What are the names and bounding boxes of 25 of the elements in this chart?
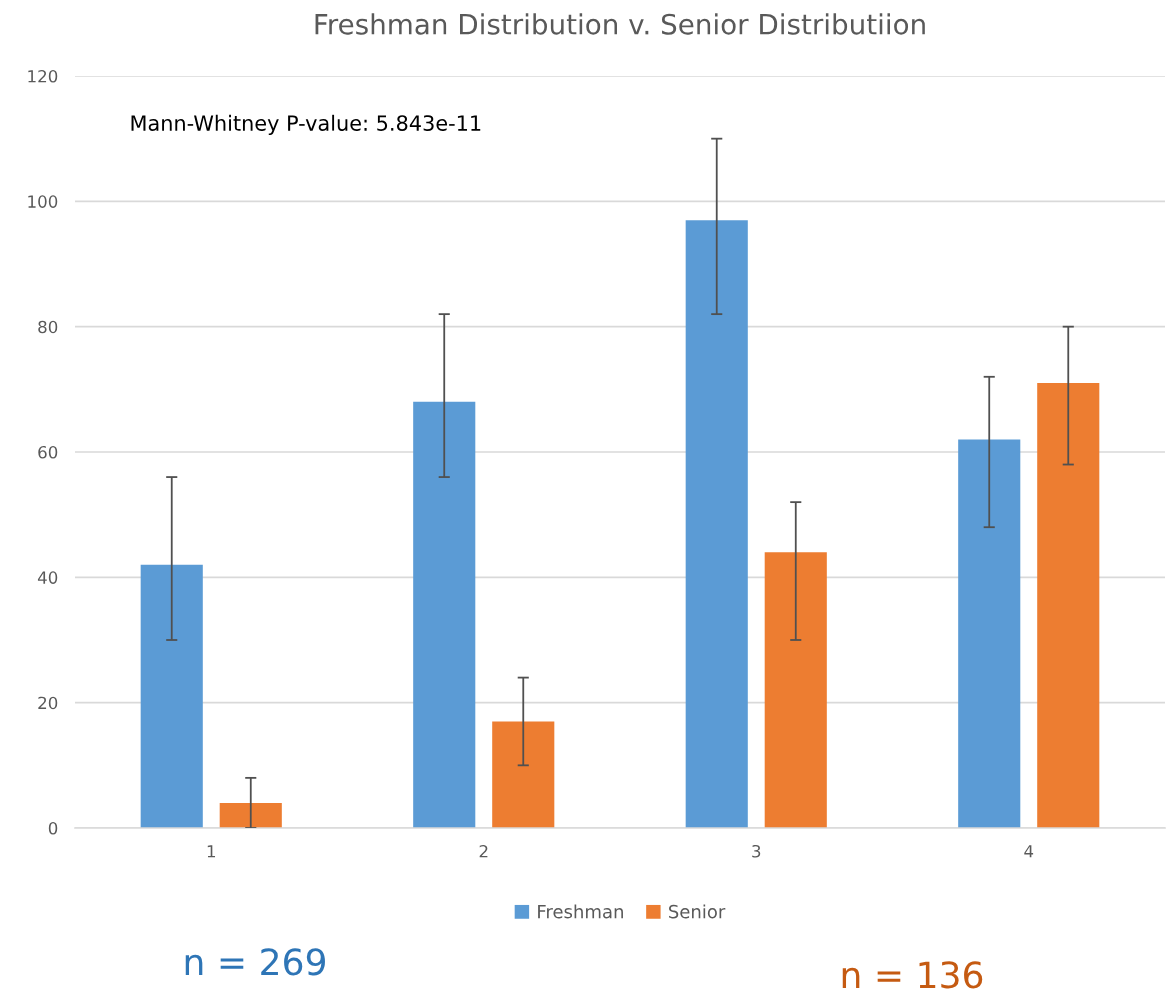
bar <box>958 439 1021 828</box>
x-tick-label: 1 <box>207 845 216 858</box>
y-tick-label: 60 <box>38 445 58 459</box>
text: n = 269 <box>185 948 325 976</box>
x-tick-label: 4 <box>1024 845 1034 858</box>
y-tick-label: 100 <box>28 195 58 208</box>
y-tick-label: 120 <box>28 69 58 83</box>
x-tick-label: 2 <box>479 844 488 858</box>
bar <box>413 401 476 828</box>
y-tick-label: 20 <box>38 696 58 710</box>
y-tick-label: 80 <box>38 320 58 334</box>
text: n = 136 <box>842 961 983 989</box>
y-tick-label: 0 <box>48 821 58 835</box>
bar <box>219 802 282 828</box>
annotation: Mann-Whitney P-value: 5.843e-11 <box>131 114 481 135</box>
x-tick-label: 3 <box>752 844 761 858</box>
bar <box>764 552 827 828</box>
chart-title: Freshman Distribution v. Senior Distributiion <box>315 13 925 35</box>
bar <box>492 721 555 828</box>
bar <box>685 220 748 828</box>
bar <box>140 564 203 828</box>
y-tick-label: 40 <box>37 571 58 584</box>
legend-label: Freshman <box>538 904 623 919</box>
bar <box>1037 383 1100 828</box>
legend-label: Senior <box>669 904 726 919</box>
